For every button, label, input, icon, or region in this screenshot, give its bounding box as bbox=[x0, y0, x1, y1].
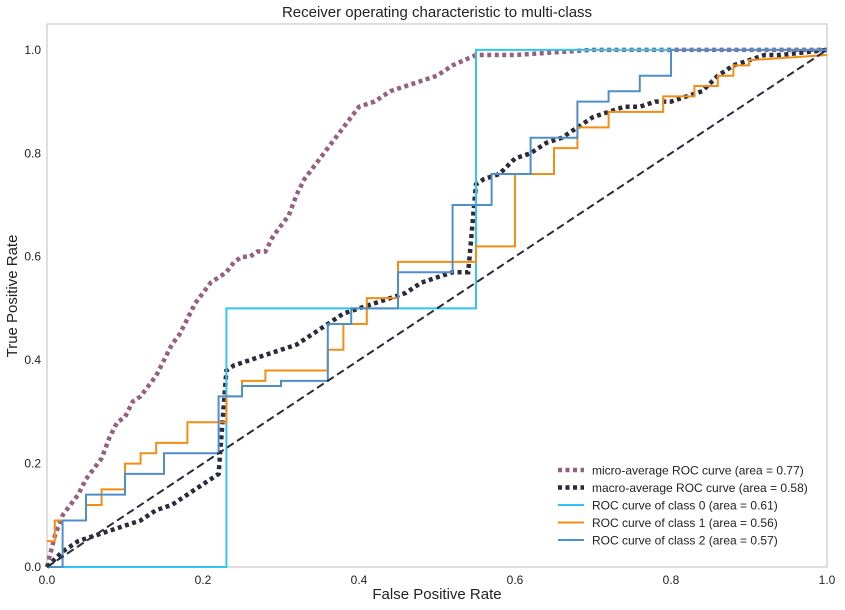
y-tick-label: 0.0 bbox=[24, 560, 41, 574]
legend-label: ROC curve of class 2 (area = 0.57) bbox=[592, 534, 778, 548]
x-tick-label: 0.2 bbox=[195, 573, 212, 587]
x-axis-label: False Positive Rate bbox=[372, 586, 501, 603]
y-tick-label: 0.8 bbox=[24, 146, 41, 160]
y-tick-label: 1.0 bbox=[24, 43, 41, 57]
x-tick-label: 1.0 bbox=[819, 573, 836, 587]
y-tick-label: 0.2 bbox=[24, 457, 41, 471]
y-axis-label: True Positive Rate bbox=[4, 235, 21, 358]
chart-title: Receiver operating characteristic to mul… bbox=[282, 4, 592, 21]
plot-area bbox=[46, 23, 828, 568]
series-line-4 bbox=[47, 48, 827, 568]
x-tick-label: 0.0 bbox=[39, 573, 56, 587]
legend: micro-average ROC curve (area = 0.77) mac… bbox=[558, 464, 808, 548]
y-tick-labels: 0.0 0.2 0.4 0.6 0.8 1.0 bbox=[24, 43, 41, 574]
series-lines bbox=[44, 47, 828, 569]
x-tick-label: 0.8 bbox=[663, 573, 680, 587]
legend-label: micro-average ROC curve (area = 0.77) bbox=[592, 464, 804, 478]
y-tick-label: 0.6 bbox=[24, 250, 41, 264]
legend-label: ROC curve of class 1 (area = 0.56) bbox=[592, 516, 778, 530]
series-line-1 bbox=[45, 47, 828, 569]
series-line-3 bbox=[47, 54, 828, 543]
legend-label: macro-average ROC curve (area = 0.58) bbox=[592, 481, 808, 495]
x-tick-label: 0.6 bbox=[507, 573, 524, 587]
x-tick-label: 0.4 bbox=[351, 573, 368, 587]
x-tick-labels: 0.0 0.2 0.4 0.6 0.8 1.0 bbox=[39, 573, 836, 587]
y-tick-label: 0.4 bbox=[24, 353, 41, 367]
legend-label: ROC curve of class 0 (area = 0.61) bbox=[592, 499, 778, 513]
